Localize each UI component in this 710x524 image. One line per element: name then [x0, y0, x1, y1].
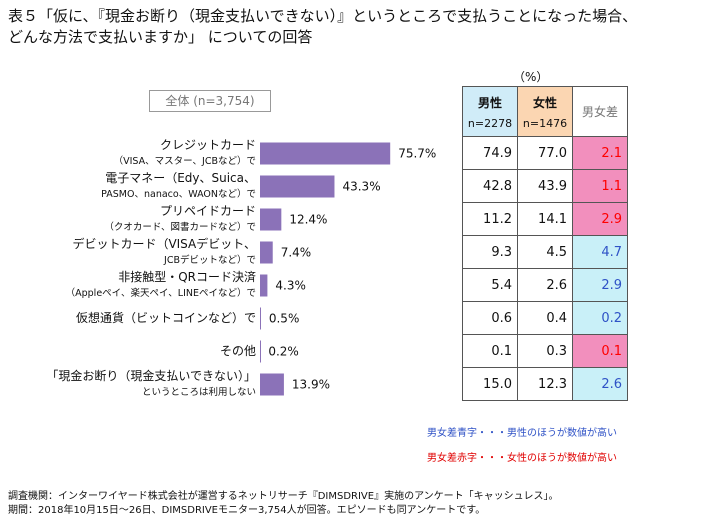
diff-value-3: 4.7 — [572, 235, 628, 269]
category-sub-text: JCBデビットなど）で — [164, 254, 256, 266]
category-main-text: その他 — [219, 343, 256, 358]
female-value-2: 14.1 — [517, 202, 573, 236]
category-main-text: 仮想通貨（ビットコインなど）で — [75, 310, 256, 325]
male-value-4: 5.4 — [462, 268, 518, 302]
diff-value-2: 2.9 — [572, 202, 628, 236]
male-header: 男性 n=2278 — [462, 86, 518, 137]
category-label-3: デビットカード（VISAデビット、 JCBデビットなど）で — [0, 233, 256, 273]
diff-value-6: 0.1 — [572, 334, 628, 368]
female-header-label: 女性 — [532, 95, 557, 110]
male-value-7: 15.0 — [462, 367, 518, 401]
category-label-0: クレジットカード （VISA、マスター、JCBなど）で — [0, 134, 256, 174]
female-value-0: 77.0 — [517, 136, 573, 170]
table-row: 15.0 12.3 2.6 — [462, 367, 628, 401]
bar-7 — [260, 373, 284, 396]
category-label-4: 非接触型・QRコード決済 （Appleペイ、楽天ペイ、LINEペイなど）で — [0, 266, 256, 306]
female-value-4: 2.6 — [517, 268, 573, 302]
table-row: 9.3 4.5 4.7 — [462, 235, 628, 269]
male-header-label: 男性 — [477, 95, 502, 110]
category-label-5: 仮想通貨（ビットコインなど）で — [0, 299, 256, 339]
female-value-5: 0.4 — [517, 301, 573, 335]
category-main-text: 電子マネー（Edy、Suica、 — [105, 170, 256, 185]
category-sub-text: （Appleペイ、楽天ペイ、LINEペイなど）で — [65, 287, 256, 299]
category-main-text: クレジットカード — [159, 137, 256, 152]
bar-2 — [260, 208, 282, 231]
female-value-6: 0.3 — [517, 334, 573, 368]
male-value-1: 42.8 — [462, 169, 518, 203]
male-value-6: 0.1 — [462, 334, 518, 368]
female-value-7: 12.3 — [517, 367, 573, 401]
overall-sample-label: 全体 (n=3,754) — [149, 90, 271, 112]
category-sub-text: （クオカード、図書カードなど）で — [104, 221, 256, 233]
table-row: 0.6 0.4 0.2 — [462, 301, 628, 335]
note-blue: 男女差青字・・・男性のほうが数値が高い — [427, 428, 617, 439]
bar-3 — [260, 241, 273, 264]
bar-4 — [260, 274, 268, 297]
diff-value-5: 0.2 — [572, 301, 628, 335]
bar-1 — [260, 175, 335, 198]
footer-line-1: 調査機関：インターワイヤード株式会社が運営するネットリサーチ『DIMSDRIVE… — [8, 491, 559, 502]
male-value-0: 74.9 — [462, 136, 518, 170]
bar-value-label-0: 75.7% — [398, 147, 436, 161]
category-main-text: デビットカード（VISAデビット、 — [72, 236, 256, 251]
unit-label: （%） — [513, 70, 549, 84]
footer-line-2: 期間：2018年10月15日～26日、DIMSDRIVEモニター3,754人が回… — [8, 505, 486, 516]
category-label-6: その他 — [0, 332, 256, 372]
bar-value-label-1: 43.3% — [342, 180, 380, 194]
bar-value-label-7: 13.9% — [292, 378, 330, 392]
bar-value-label-6: 0.2% — [268, 345, 299, 359]
female-value-3: 4.5 — [517, 235, 573, 269]
category-sub-text: （VISA、マスター、JCBなど）で — [113, 155, 256, 167]
diff-header: 男女差 — [572, 86, 628, 137]
table-row: 11.2 14.1 2.9 — [462, 202, 628, 236]
note-red: 男女差赤字・・・女性のほうが数値が高い — [427, 453, 617, 464]
bar-0 — [260, 142, 391, 165]
female-value-1: 43.9 — [517, 169, 573, 203]
category-main-text: プリペイドカード — [159, 203, 256, 218]
female-header-n: n=1476 — [522, 116, 568, 130]
category-label-7: 「現金お断り（現金支払いできない）」というところは利用しない — [0, 365, 256, 405]
bar-5 — [260, 307, 261, 330]
bar-6 — [260, 340, 261, 363]
table-row: 0.1 0.3 0.1 — [462, 334, 628, 368]
gender-table: 男性 n=2278 女性 n=1476 男女差 74.9 77.0 2.1 42.8 4… — [462, 86, 628, 401]
category-sub-text: というところは利用しない — [141, 386, 256, 398]
diff-value-1: 1.1 — [572, 169, 628, 203]
title-line-2: どんな方法で支払いますか」 についての回答 — [8, 28, 313, 46]
category-main-text: 「現金お断り（現金支払いできない）」 — [46, 368, 256, 383]
male-header-n: n=2278 — [467, 116, 513, 130]
category-main-text: 非接触型・QRコード決済 — [118, 269, 256, 284]
table-row: 42.8 43.9 1.1 — [462, 169, 628, 203]
title-line-1: 表５「仮に、『現金お断り（現金支払いできない）』というところで支払うことになった… — [8, 7, 638, 25]
bar-value-label-2: 12.4% — [289, 213, 327, 227]
female-header: 女性 n=1476 — [517, 86, 573, 137]
diff-value-7: 2.6 — [572, 367, 628, 401]
chart-title: 表５「仮に、『現金お断り（現金支払いできない）』というところで支払うことになった… — [8, 6, 708, 48]
diff-value-4: 2.9 — [572, 268, 628, 302]
diff-value-0: 2.1 — [572, 136, 628, 170]
category-label-1: 電子マネー（Edy、Suica、 PASMO、nanaco、WAONなど）で — [0, 167, 256, 207]
bar-value-label-5: 0.5% — [269, 312, 300, 326]
table-row: 5.4 2.6 2.9 — [462, 268, 628, 302]
category-sub-text: PASMO、nanaco、WAONなど）で — [101, 188, 256, 200]
male-value-3: 9.3 — [462, 235, 518, 269]
male-value-2: 11.2 — [462, 202, 518, 236]
male-value-5: 0.6 — [462, 301, 518, 335]
bar-value-label-3: 7.4% — [281, 246, 312, 260]
table-row: 74.9 77.0 2.1 — [462, 136, 628, 170]
table-header-row: 男性 n=2278 女性 n=1476 男女差 — [462, 86, 628, 137]
category-label-2: プリペイドカード （クオカード、図書カードなど）で — [0, 200, 256, 240]
bar-value-label-4: 4.3% — [275, 279, 306, 293]
